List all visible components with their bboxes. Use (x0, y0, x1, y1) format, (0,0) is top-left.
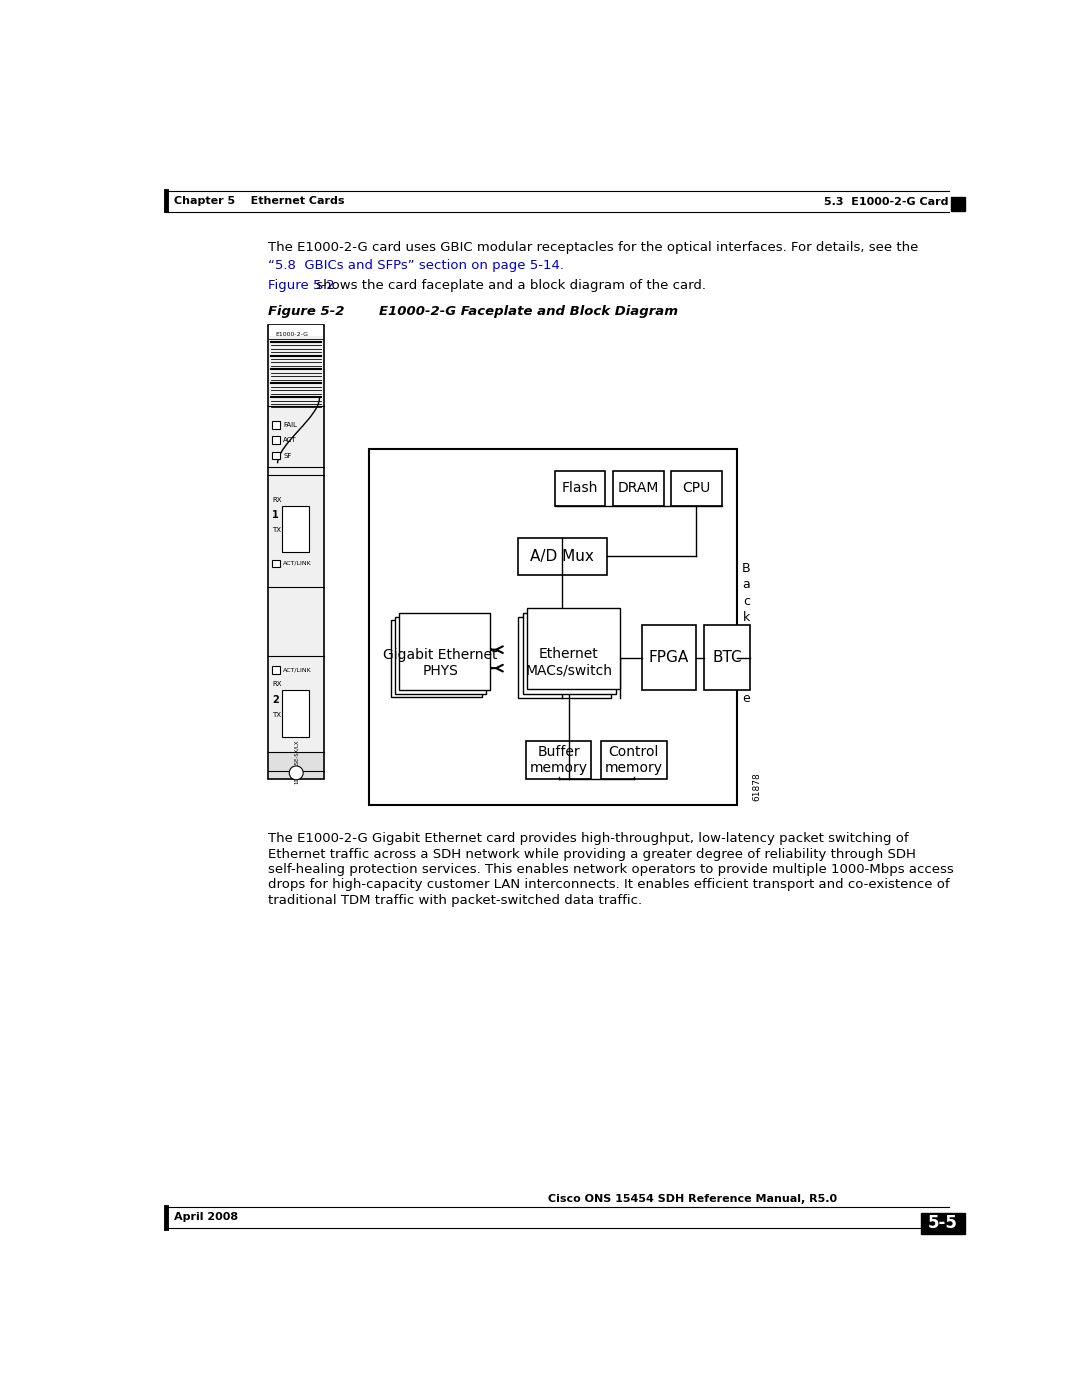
Text: p: p (743, 627, 751, 640)
Text: Figure 5-2: Figure 5-2 (268, 305, 345, 317)
Text: Buffer
memory: Buffer memory (529, 745, 588, 775)
Bar (282, 506, 309, 552)
Bar (951, 197, 966, 211)
Text: shows the card faceplate and a block diagram of the card.: shows the card faceplate and a block dia… (312, 279, 705, 292)
Circle shape (289, 766, 303, 780)
Text: n: n (743, 676, 751, 689)
Text: Gigabit Ethernet
PHYS: Gigabit Ethernet PHYS (383, 648, 498, 678)
Bar (391, 620, 482, 697)
Text: ACT/LINK: ACT/LINK (283, 562, 312, 566)
Text: SF: SF (283, 453, 292, 458)
Text: FPGA: FPGA (649, 650, 689, 665)
Bar (399, 613, 490, 690)
Text: traditional TDM traffic with packet-switched data traffic.: traditional TDM traffic with packet-swit… (268, 894, 643, 907)
Bar (613, 471, 663, 506)
Bar (517, 538, 607, 576)
Bar (527, 608, 620, 689)
Text: CPU: CPU (683, 482, 711, 496)
Text: E1000-2-G Faceplate and Block Diagram: E1000-2-G Faceplate and Block Diagram (379, 305, 678, 317)
Bar (272, 666, 280, 673)
Bar (272, 420, 280, 429)
Bar (268, 324, 324, 780)
Text: The E1000-2-G Gigabit Ethernet card provides high-throughput, low-latency packet: The E1000-2-G Gigabit Ethernet card prov… (268, 833, 909, 845)
Bar (921, 1213, 966, 1234)
Text: BTC: BTC (713, 650, 742, 665)
Text: RX: RX (272, 496, 282, 503)
Bar (672, 471, 721, 506)
Text: 61878: 61878 (752, 773, 761, 802)
Text: self-healing protection services. This enables network operators to provide mult: self-healing protection services. This e… (268, 863, 954, 876)
Text: 1: 1 (272, 510, 279, 520)
Bar (269, 753, 323, 778)
Bar (526, 740, 592, 780)
Bar (272, 451, 280, 460)
Text: The E1000-2-G card uses GBIC modular receptacles for the optical interfaces. For: The E1000-2-G card uses GBIC modular rec… (268, 240, 919, 254)
Text: B: B (742, 563, 751, 576)
Text: Figure 5-2: Figure 5-2 (268, 279, 335, 292)
Text: Cisco ONS 15454 SDH Reference Manual, R5.0: Cisco ONS 15454 SDH Reference Manual, R5… (549, 1194, 838, 1204)
Text: e: e (743, 692, 751, 704)
Text: E1000-2-G: E1000-2-G (275, 332, 308, 338)
Text: Flash: Flash (562, 482, 598, 496)
Text: a: a (743, 659, 751, 672)
Bar (394, 616, 486, 693)
Text: 5.3  E1000-2-G Card: 5.3 E1000-2-G Card (824, 197, 948, 207)
Text: 5-5: 5-5 (928, 1214, 958, 1232)
Text: a: a (743, 578, 751, 591)
Bar (704, 624, 751, 690)
Bar (272, 436, 280, 444)
Text: FAIL: FAIL (283, 422, 297, 427)
Text: April 2008: April 2008 (174, 1213, 238, 1222)
Bar (369, 450, 738, 805)
Text: Chapter 5    Ethernet Cards: Chapter 5 Ethernet Cards (174, 196, 345, 205)
Text: Control
memory: Control memory (605, 745, 663, 775)
Text: TX: TX (272, 527, 281, 534)
Text: 1000BASE-SX/LX: 1000BASE-SX/LX (294, 740, 299, 784)
Bar (269, 326, 323, 337)
Bar (517, 617, 611, 698)
Text: c: c (743, 595, 750, 608)
Text: Ethernet
MACs/switch: Ethernet MACs/switch (526, 647, 612, 678)
Bar (282, 690, 309, 736)
Text: A/D Mux: A/D Mux (530, 549, 594, 564)
Text: 2: 2 (272, 694, 279, 704)
Text: drops for high-capacity customer LAN interconnects. It enables efficient transpo: drops for high-capacity customer LAN int… (268, 879, 950, 891)
Text: “5.8  GBICs and SFPs” section on page 5-14.: “5.8 GBICs and SFPs” section on page 5-1… (268, 258, 564, 271)
Text: RX: RX (272, 682, 282, 687)
Text: DRAM: DRAM (618, 482, 659, 496)
Bar (642, 624, 697, 690)
Bar (272, 560, 280, 567)
Bar (600, 740, 666, 780)
Text: ACT/LINK: ACT/LINK (283, 668, 312, 672)
Text: k: k (743, 610, 751, 624)
Text: ACT: ACT (283, 437, 297, 443)
Text: TX: TX (272, 712, 281, 718)
Text: Ethernet traffic across a SDH network while providing a greater degree of reliab: Ethernet traffic across a SDH network wh… (268, 848, 916, 861)
Bar (555, 471, 606, 506)
Bar (523, 613, 616, 693)
Text: l: l (745, 643, 748, 657)
